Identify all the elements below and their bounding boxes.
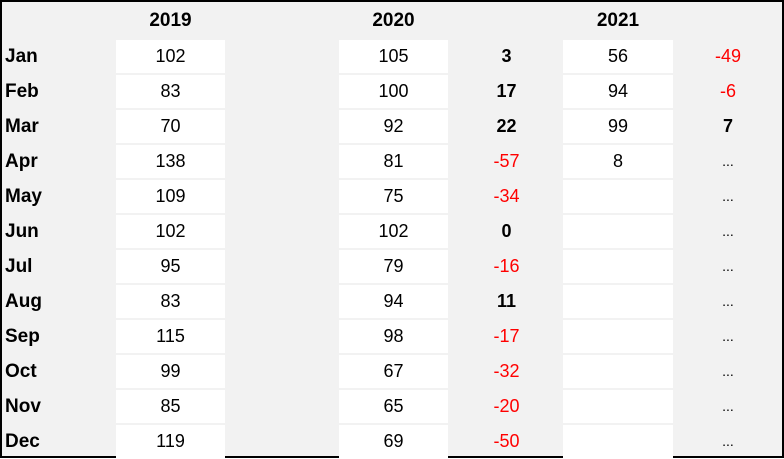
- value-2019: 85: [116, 390, 225, 423]
- value-2020: 94: [339, 285, 448, 318]
- diff-2020: -17: [493, 326, 520, 346]
- value-2021: [563, 390, 673, 423]
- diff-2020: 22: [496, 116, 517, 136]
- value-2020: 69: [339, 425, 448, 458]
- diff-2021: ...: [722, 363, 734, 379]
- value-2019: 119: [116, 425, 225, 458]
- value-2021: [563, 425, 673, 458]
- table-row: Feb 83 100 17 94 -6: [2, 74, 782, 109]
- diff-2021: 7: [722, 116, 733, 136]
- diff-2020: 17: [496, 81, 517, 101]
- header-2019: 2019: [149, 10, 192, 31]
- table-row: Apr 138 81 -57 8...: [2, 144, 782, 179]
- month-label: Mar: [5, 116, 39, 137]
- value-2020: 92: [339, 110, 448, 143]
- header-2021: 2021: [596, 10, 640, 31]
- table-row: Dec 119 69 -50...: [2, 424, 782, 459]
- diff-2020: -32: [493, 361, 520, 381]
- table-row: Jan 102 105 3 56 -49: [2, 39, 782, 74]
- table-row: Aug 83 94 11...: [2, 284, 782, 319]
- month-label: Dec: [5, 431, 40, 452]
- table-row: Jul 95 79 -16...: [2, 249, 782, 284]
- value-2020: 102: [339, 215, 448, 248]
- value-2020: 79: [339, 250, 448, 283]
- value-2019: 138: [116, 145, 225, 178]
- value-2020: 98: [339, 320, 448, 353]
- diff-2021: ...: [722, 293, 734, 309]
- diff-2020: -50: [493, 431, 520, 451]
- table-row: Nov 85 65 -20...: [2, 389, 782, 424]
- value-2019: 109: [116, 180, 225, 213]
- month-label: Aug: [5, 291, 42, 312]
- diff-2020: -34: [493, 186, 520, 206]
- diff-2021: ...: [722, 328, 734, 344]
- diff-2020: -57: [493, 151, 520, 171]
- month-label: Nov: [5, 396, 41, 417]
- value-2020: 81: [339, 145, 448, 178]
- diff-2020: 11: [496, 291, 517, 311]
- table-row: Sep 115 98 -17...: [2, 319, 782, 354]
- month-label: Jun: [5, 221, 39, 242]
- month-label: Jan: [5, 46, 38, 67]
- month-label: Jul: [5, 256, 33, 277]
- value-2021: [563, 285, 673, 318]
- month-label: Apr: [5, 151, 38, 172]
- diff-2021: -49: [714, 46, 741, 66]
- month-label: Feb: [5, 81, 39, 102]
- value-2019: 70: [116, 110, 225, 143]
- value-2020: 67: [339, 355, 448, 388]
- diff-2021: ...: [722, 433, 734, 449]
- diff-2020: -20: [493, 396, 520, 416]
- value-2021: [563, 320, 673, 353]
- value-2021: 56: [563, 40, 673, 73]
- value-2021: 8: [563, 145, 673, 178]
- diff-2021: -6: [719, 81, 736, 101]
- value-2021: [563, 250, 673, 283]
- table-row: Mar 70 92 22 99 7: [2, 109, 782, 144]
- diff-2021: ...: [722, 188, 734, 204]
- diff-2021: ...: [722, 153, 734, 169]
- value-2019: 102: [116, 215, 225, 248]
- value-2020: 100: [339, 75, 448, 108]
- value-2021: [563, 355, 673, 388]
- table-row: Oct 99 67 -32...: [2, 354, 782, 389]
- value-2021: 94: [563, 75, 673, 108]
- value-2020: 105: [339, 40, 448, 73]
- diff-2020: -16: [493, 256, 520, 276]
- value-2020: 65: [339, 390, 448, 423]
- value-2019: 95: [116, 250, 225, 283]
- month-label: Sep: [5, 326, 40, 347]
- value-2019: 99: [116, 355, 225, 388]
- table-row: Jun 102 102 0...: [2, 214, 782, 249]
- value-2020: 75: [339, 180, 448, 213]
- value-2019: 83: [116, 285, 225, 318]
- value-2021: 99: [563, 110, 673, 143]
- value-2019: 115: [116, 320, 225, 353]
- diff-2020: 3: [501, 46, 512, 66]
- diff-2021: ...: [722, 223, 734, 239]
- table-row: May 109 75 -34...: [2, 179, 782, 214]
- value-2021: [563, 180, 673, 213]
- value-2019: 83: [116, 75, 225, 108]
- diff-2021: ...: [722, 398, 734, 414]
- diff-2020: 0: [501, 221, 512, 241]
- month-label: Oct: [5, 361, 37, 382]
- month-label: May: [5, 186, 42, 207]
- value-2021: [563, 215, 673, 248]
- diff-2021: ...: [722, 258, 734, 274]
- header-2020: 2020: [372, 10, 415, 31]
- value-2019: 102: [116, 40, 225, 73]
